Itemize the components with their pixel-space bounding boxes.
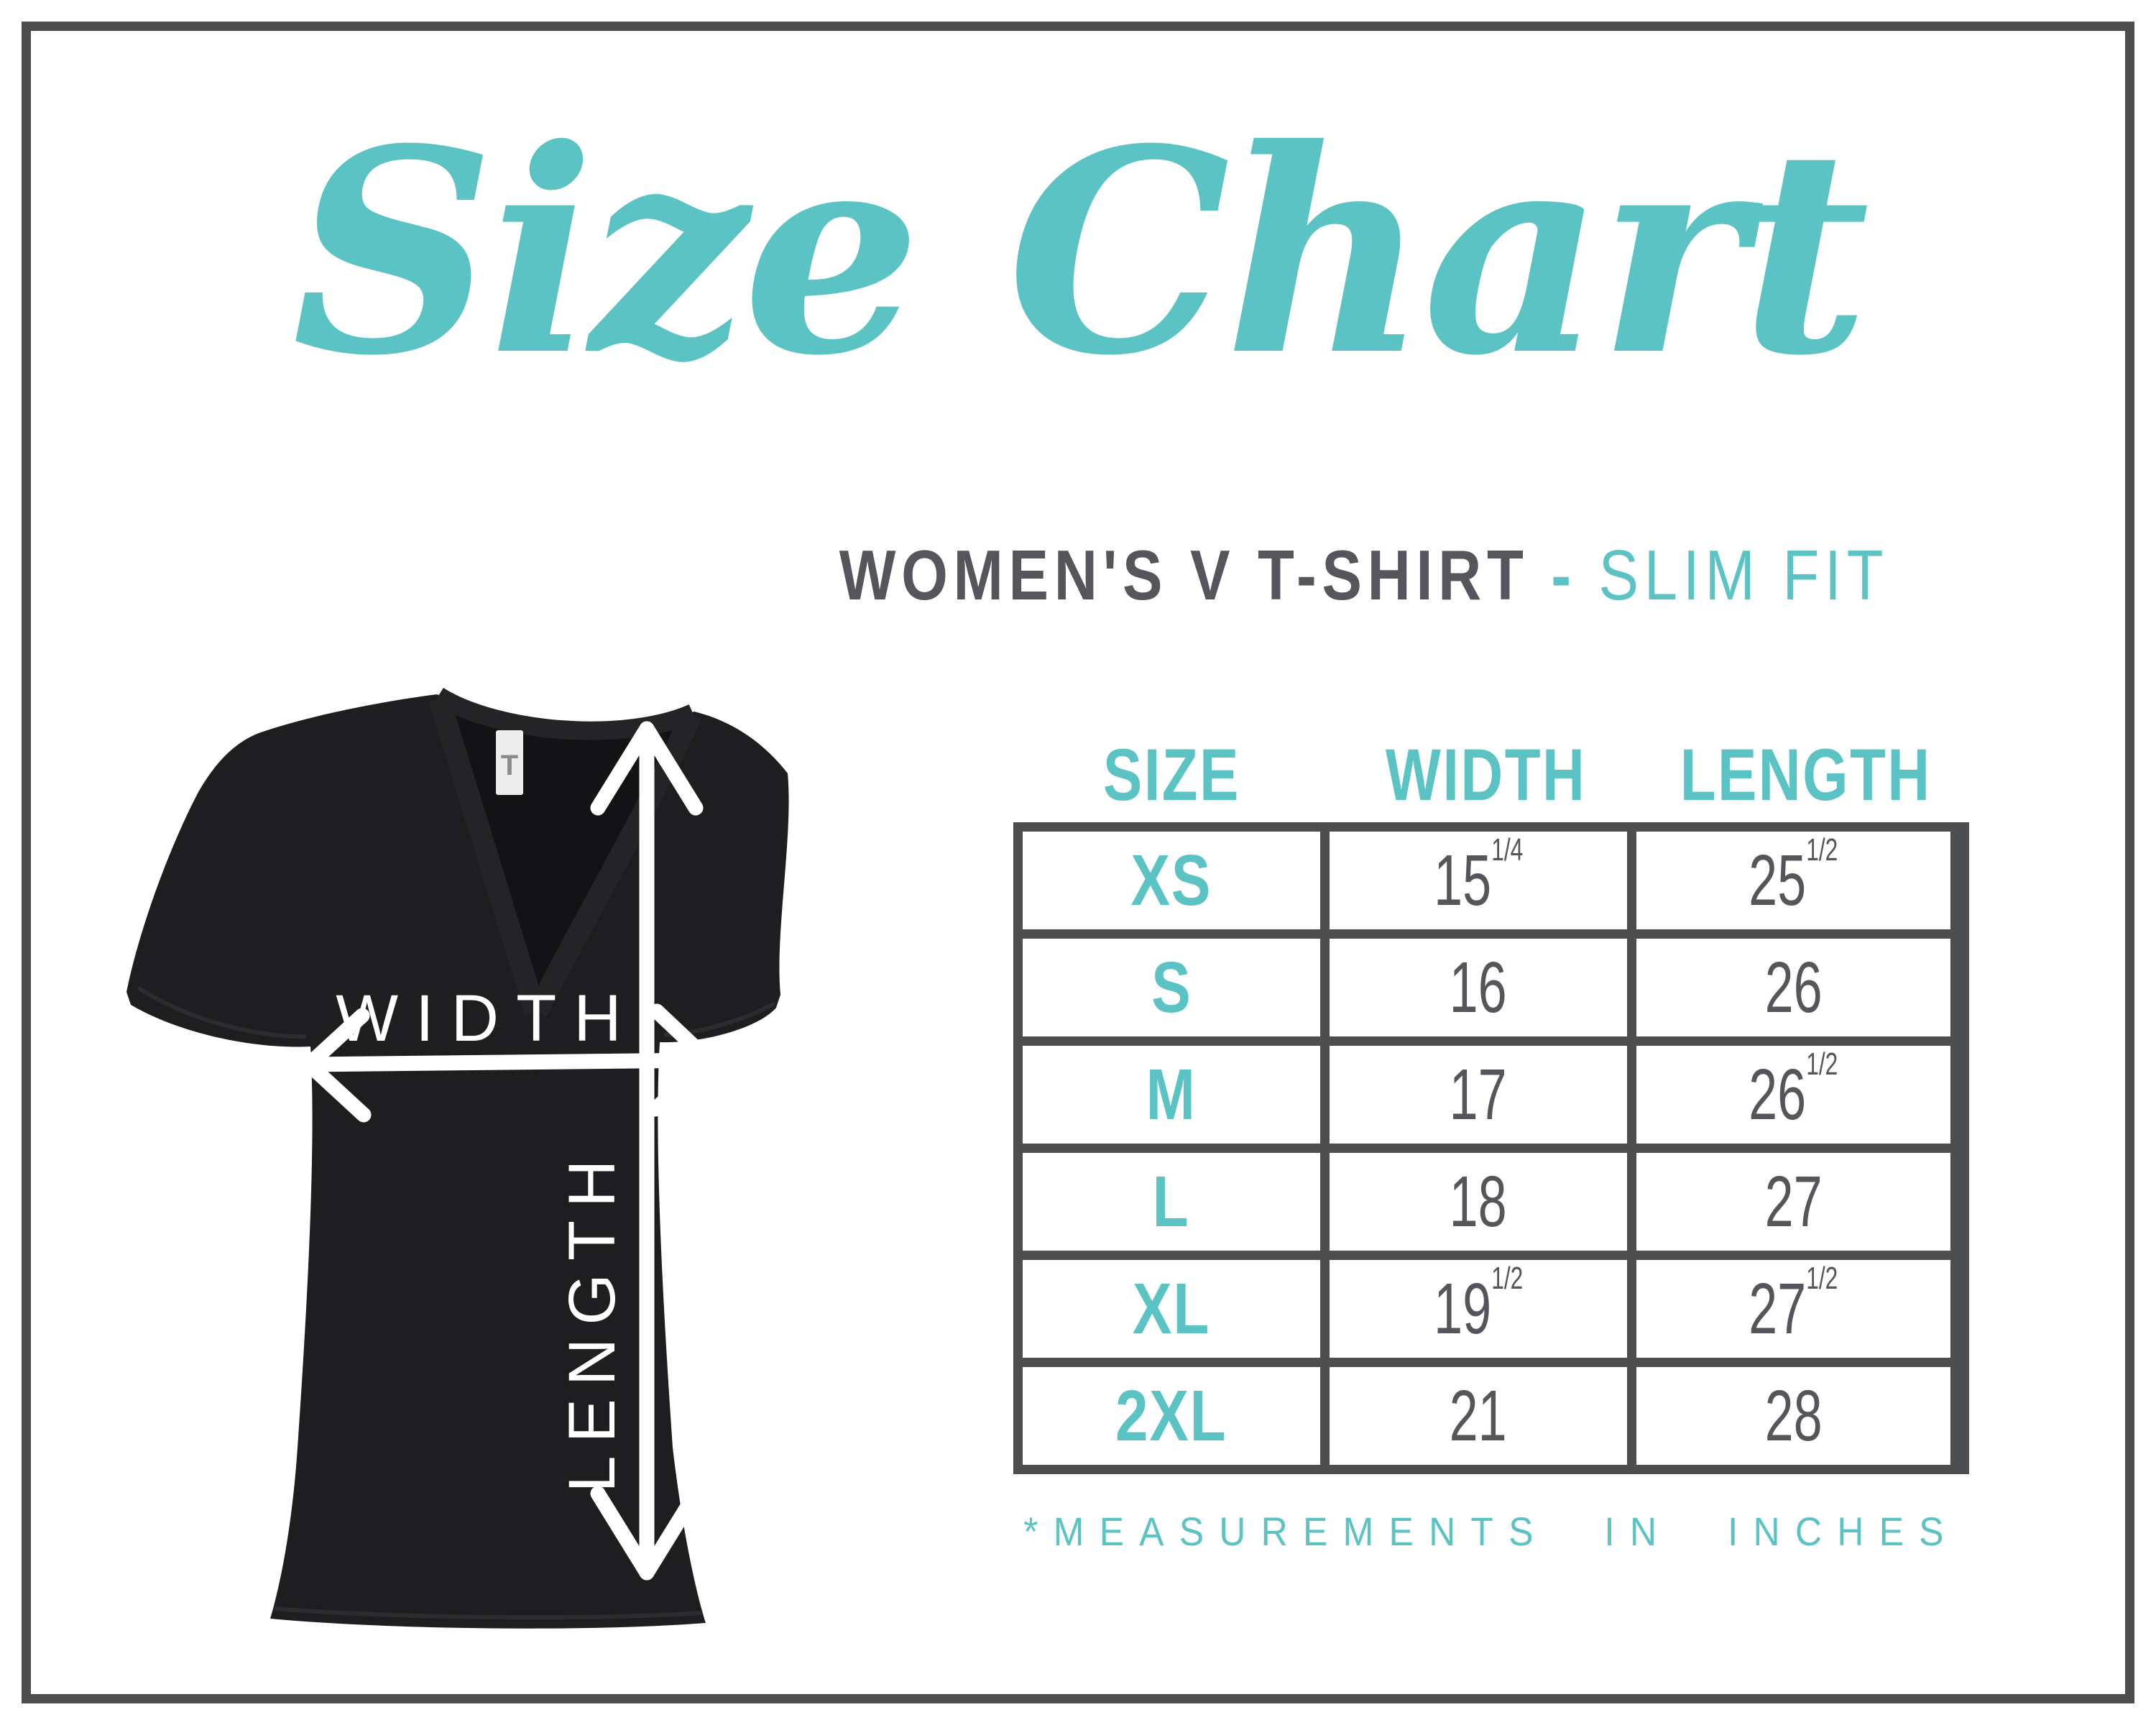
- header-size: SIZE: [1102, 733, 1240, 816]
- table-row-xl-width: 191/2: [1330, 1260, 1627, 1358]
- table-row-xl-length: 271/2: [1636, 1260, 1950, 1358]
- subtitle: WOMEN'S V T-SHIRT - SLIM FIT: [839, 533, 1889, 618]
- table-row-l-width: 18: [1330, 1153, 1627, 1251]
- table-row-xs-width: 151/4: [1330, 832, 1627, 929]
- table-row-s-size: S: [1023, 939, 1320, 1036]
- subtitle-separator: -: [1551, 535, 1577, 615]
- measurements-footnote: *MEASUREMENTS IN INCHES: [1023, 1509, 1959, 1554]
- length-arrow: [590, 721, 704, 1581]
- table-row-m-width: 17: [1330, 1046, 1627, 1144]
- size-table-header: SIZE WIDTH LENGTH: [1013, 733, 1969, 816]
- width-arrow-label: WIDTH: [336, 982, 638, 1055]
- table-row-2xl-size: 2XL: [1023, 1367, 1320, 1465]
- care-tag-letter: T: [501, 750, 518, 781]
- table-row-xl-size: XL: [1023, 1260, 1320, 1358]
- size-table-grid: XS 151/4 251/2 S 16 26 M 17 261/2 L 18 2…: [1013, 822, 1969, 1474]
- table-row-2xl-width: 21: [1330, 1367, 1627, 1465]
- subtitle-product: WOMEN'S V T-SHIRT: [839, 535, 1529, 615]
- table-row-xs-length: 251/2: [1636, 832, 1950, 929]
- table-row-s-length: 26: [1636, 939, 1950, 1036]
- tshirt-diagram: T WIDTH: [93, 683, 884, 1632]
- table-row-2xl-length: 28: [1636, 1367, 1950, 1465]
- length-arrow-label: LENGTH: [556, 1146, 629, 1492]
- care-tag: T: [496, 730, 523, 795]
- table-row-s-width: 16: [1330, 939, 1627, 1036]
- table-row-m-size: M: [1023, 1046, 1320, 1144]
- table-row-m-length: 261/2: [1636, 1046, 1950, 1144]
- header-width: WIDTH: [1385, 733, 1587, 816]
- header-length: LENGTH: [1680, 733, 1932, 816]
- subtitle-fit: SLIM FIT: [1598, 535, 1889, 615]
- table-row-xs-size: XS: [1023, 832, 1320, 929]
- tshirt-body: [126, 694, 789, 1629]
- table-row-l-length: 27: [1636, 1153, 1950, 1251]
- table-row-l-size: L: [1023, 1153, 1320, 1251]
- tshirt-graphic: T WIDTH: [126, 687, 789, 1629]
- size-table: SIZE WIDTH LENGTH XS 151/4 251/2 S 16 26…: [1013, 733, 1969, 1474]
- page-title: Size Chart: [292, 88, 1869, 417]
